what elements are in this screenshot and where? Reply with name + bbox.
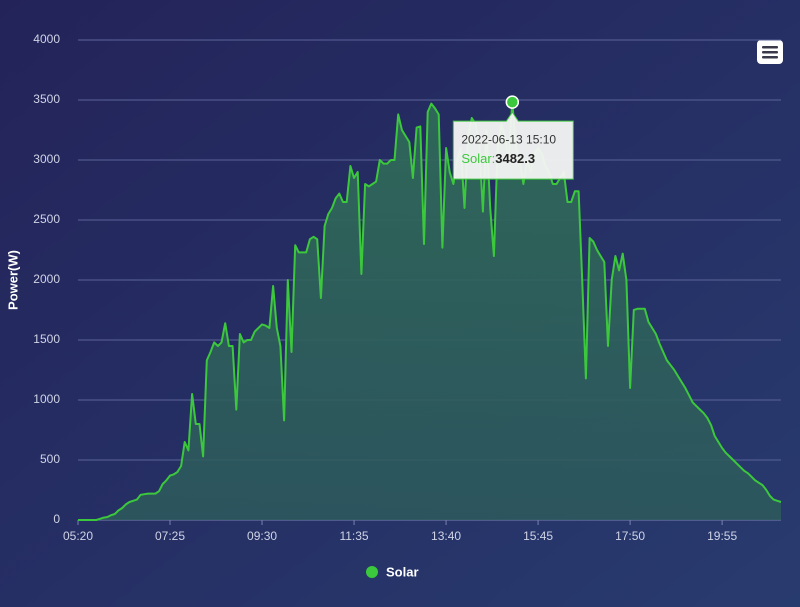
- x-tick-label: 09:30: [247, 529, 277, 543]
- y-tick-label: 4000: [33, 32, 60, 46]
- y-tick-label: 2000: [33, 272, 60, 286]
- x-tick-label: 11:35: [339, 529, 368, 543]
- tooltip-title: 2022-06-13 15:10: [461, 132, 556, 146]
- y-tick-label: 500: [40, 452, 60, 466]
- line: [78, 101, 782, 521]
- y-tick-label: 3000: [33, 152, 60, 166]
- legend-label: Solar: [386, 564, 419, 579]
- x-tick-label: 07:25: [155, 529, 185, 543]
- tooltip-value: 3482.3: [495, 152, 535, 167]
- y-tick-label: 1500: [33, 332, 60, 346]
- y-tick-label: 2500: [33, 212, 60, 226]
- highlight-marker: [505, 95, 520, 109]
- menu-button[interactable]: [757, 40, 783, 64]
- y-tick-label: 0: [53, 512, 60, 526]
- x-tick-label: 17:50: [615, 529, 645, 543]
- y-tick-label: 1000: [33, 392, 60, 406]
- area: [78, 102, 781, 520]
- tooltip: 2022-06-13 15:10 Solar:3482.3: [452, 111, 574, 180]
- x-tick-label: 15:45: [523, 529, 553, 543]
- tooltip-series: Solar:: [461, 152, 495, 167]
- y-tick-label: 3500: [33, 92, 60, 106]
- y-axis-title: Power(W): [5, 250, 20, 310]
- tooltip-box: [452, 111, 574, 180]
- legend-marker: [366, 566, 378, 578]
- x-tick-label: 13:40: [431, 529, 461, 543]
- tooltip-label: Solar:3482.3: [461, 152, 535, 167]
- x-tick-label: 19:55: [707, 529, 737, 543]
- x-tick-label: 05:20: [63, 529, 93, 543]
